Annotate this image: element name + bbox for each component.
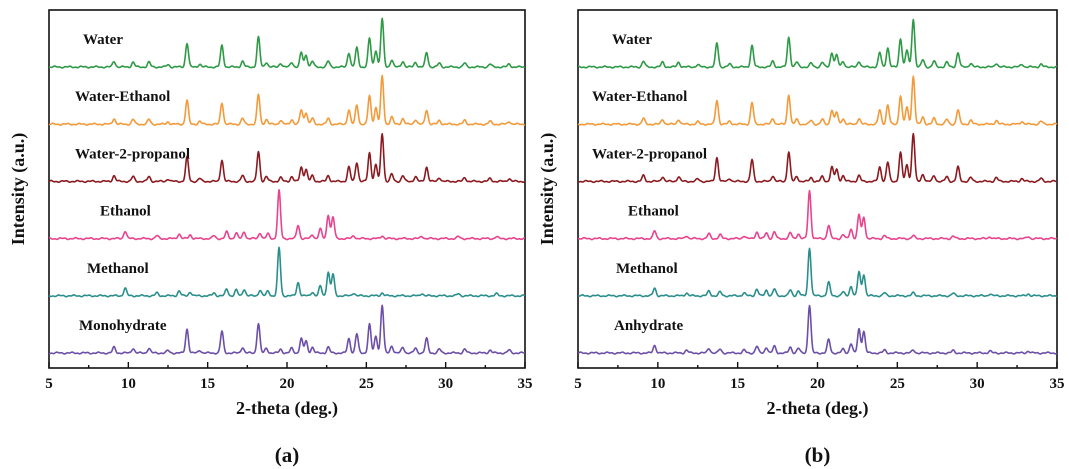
xrd-trace: [577, 247, 1058, 298]
panel-b: 5 10 15 20 25 30 35 2-theta (deg.) Intensity (a.…: [537, 9, 1065, 467]
panel-label: (a): [275, 443, 300, 467]
xrd-trace: [577, 304, 1058, 355]
series-label: Monohydrate: [79, 318, 167, 334]
x-tick-label: 15: [200, 376, 215, 392]
xrd-trace: [48, 304, 526, 355]
xrd-trace: [48, 188, 526, 241]
x-tick-label: 5: [574, 376, 582, 392]
x-tick-label: 25: [890, 376, 905, 392]
series-label: Methanol: [87, 261, 149, 277]
x-tick-label: 10: [650, 376, 665, 392]
series-label: Water: [612, 32, 652, 48]
xrd-trace: [577, 18, 1058, 69]
panel-label: (b): [805, 443, 831, 467]
x-tick-label: 25: [359, 376, 374, 392]
series-label: Water-Ethanol: [75, 89, 170, 105]
x-tick-label: 5: [45, 376, 53, 392]
x-tick-label: 10: [121, 376, 136, 392]
panel-a: 5 10 15 20 25 30 35 2-theta (deg.) Intensity (a.…: [8, 9, 533, 467]
x-axis-title: 2-theta (deg.): [236, 398, 338, 419]
series-label: Ethanol: [628, 204, 679, 220]
x-tick-label: 35: [1050, 376, 1065, 392]
series-label: Water-Ethanol: [592, 89, 687, 105]
series-label: Water-2-propanol: [592, 146, 707, 162]
y-axis-title: Intensity (a.u.): [537, 133, 558, 246]
series-label: Methanol: [616, 261, 678, 277]
x-tick-label: 35: [518, 376, 533, 392]
x-tick-label: 20: [810, 376, 825, 392]
xrd-trace: [48, 246, 526, 298]
x-tick-label: 15: [730, 376, 745, 392]
xrd-trace: [48, 133, 526, 184]
y-axis-title: Intensity (a.u.): [8, 133, 29, 246]
xrd-trace: [577, 189, 1058, 241]
x-axis-title: 2-theta (deg.): [767, 398, 869, 419]
plot-frame: [577, 9, 1058, 369]
x-tick-label: 20: [280, 376, 295, 392]
x-tick-label: 30: [970, 376, 985, 392]
xrd-trace: [48, 17, 526, 69]
xrd-trace: [577, 75, 1058, 126]
xrd-trace: [577, 132, 1058, 184]
series-label: Ethanol: [100, 204, 151, 220]
series-label: Anhydrate: [614, 318, 684, 334]
plot-frame: [48, 9, 526, 369]
x-tick-label: 30: [438, 376, 453, 392]
xrd-trace: [48, 74, 526, 126]
series-label: Water-2-propanol: [75, 146, 190, 162]
series-label: Water: [83, 32, 123, 48]
